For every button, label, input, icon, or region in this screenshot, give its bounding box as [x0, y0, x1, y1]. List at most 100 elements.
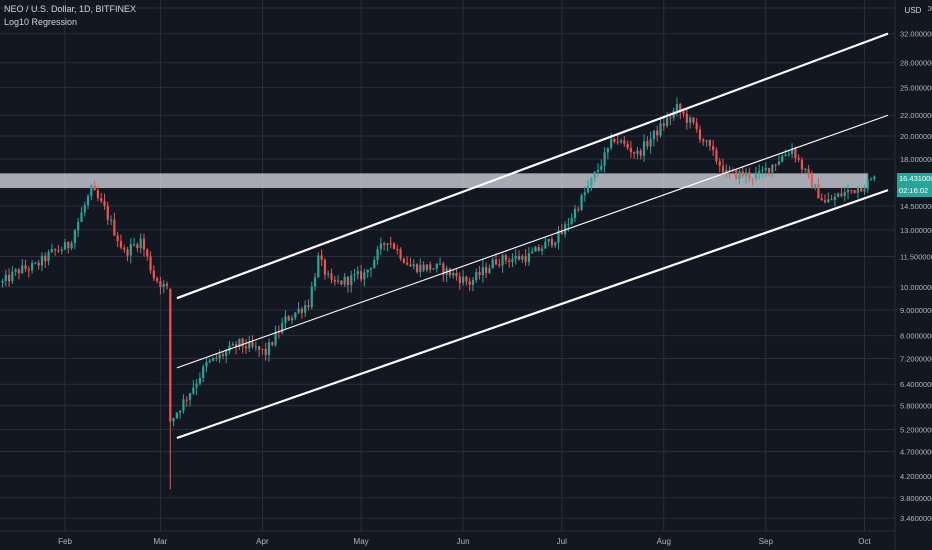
- candle-body: [448, 268, 452, 276]
- candle-body: [679, 104, 682, 112]
- candle-body: [310, 286, 313, 308]
- candle-body: [860, 187, 863, 192]
- candle-body: [774, 164, 777, 166]
- candle-body: [40, 255, 44, 266]
- time-tick-label: Mar: [154, 537, 168, 546]
- price-tick-label: 5.80000000: [900, 402, 932, 411]
- candle-body: [323, 259, 327, 275]
- price-tick-label: 11.50000000: [900, 253, 932, 262]
- candle-body: [534, 247, 537, 252]
- candle-body: [221, 354, 225, 357]
- candle-body: [228, 345, 231, 352]
- candle-body: [712, 145, 715, 150]
- candle-body: [406, 262, 409, 265]
- candle-body: [383, 243, 386, 245]
- indicator-label[interactable]: Log10 Regression: [4, 17, 78, 27]
- candle-body: [106, 205, 109, 220]
- time-tick-label: Sep: [759, 537, 774, 546]
- candle-body: [11, 271, 14, 282]
- candle-body: [70, 242, 73, 249]
- price-tick-label: 4.70000000: [900, 447, 932, 456]
- candle-body: [761, 170, 764, 172]
- candle-body: [182, 399, 185, 411]
- price-tick-label: 14.50000000: [900, 202, 932, 211]
- candle-body: [708, 140, 711, 146]
- candle-body: [590, 177, 593, 186]
- candle-body: [47, 252, 50, 262]
- candle-body: [659, 123, 662, 136]
- candle-body: [258, 346, 261, 350]
- candle-body: [205, 362, 208, 367]
- channel-upper-line: [176, 32, 889, 300]
- time-tick-label: Apr: [256, 537, 269, 546]
- candle-body: [524, 256, 527, 263]
- candle-body: [435, 263, 438, 269]
- price-tick-label: 5.20000000: [900, 425, 932, 434]
- candle-body: [162, 283, 165, 287]
- candle-body: [103, 201, 106, 206]
- candle-body: [718, 161, 721, 166]
- candle-body: [54, 249, 57, 251]
- candle-body: [24, 265, 27, 269]
- candle-body: [695, 122, 698, 130]
- candle-body: [462, 276, 465, 284]
- candle-body: [458, 276, 461, 284]
- candle-body: [113, 219, 116, 236]
- candle-body: [57, 250, 60, 252]
- candle-body: [251, 341, 254, 347]
- channel-lower-line: [176, 189, 889, 440]
- candle-body: [823, 200, 827, 203]
- candle-body: [685, 113, 688, 123]
- candle-body: [192, 387, 195, 394]
- candle-body: [133, 244, 136, 246]
- time-tick-label: Jun: [457, 537, 470, 546]
- channel-middle-line: [176, 114, 889, 369]
- candle-body: [557, 230, 560, 243]
- candle-body: [616, 141, 619, 143]
- candle-body: [646, 141, 649, 147]
- candle-body: [274, 331, 277, 345]
- candle-body: [794, 148, 797, 159]
- candle-body: [531, 251, 534, 254]
- candle-body: [521, 256, 524, 260]
- candle-body: [198, 378, 201, 384]
- candle-body: [67, 242, 70, 249]
- candle-body: [682, 111, 685, 114]
- candle-body: [771, 164, 774, 173]
- candle-body: [843, 192, 846, 197]
- candle-body: [863, 188, 866, 192]
- candle-body: [491, 259, 494, 269]
- candle-body: [146, 249, 149, 257]
- price-tick-label: 20.00000000: [900, 132, 932, 141]
- price-tick-label: 22.00000000: [900, 111, 932, 120]
- candle-body: [290, 317, 294, 321]
- candle-body: [791, 148, 794, 155]
- candle-body: [504, 255, 507, 261]
- candle-body: [550, 238, 554, 246]
- candle-body: [866, 180, 869, 189]
- candle-body: [438, 263, 442, 265]
- candle-body: [109, 219, 113, 221]
- candle-body: [7, 274, 11, 282]
- price-tick-label: 3.80000000: [900, 494, 932, 503]
- candle-body: [14, 269, 17, 272]
- candle-body: [656, 130, 659, 136]
- candle-body: [100, 198, 103, 202]
- candle-body: [787, 154, 790, 156]
- time-tick-label: Aug: [657, 537, 671, 546]
- candle-body: [336, 280, 340, 282]
- candle-body: [333, 279, 336, 282]
- candle-body: [547, 238, 550, 242]
- candle-body: [179, 410, 182, 413]
- candle-body: [583, 192, 586, 196]
- candle-body: [264, 348, 267, 355]
- candle-body: [215, 357, 218, 359]
- currency-button[interactable]: USD: [898, 4, 928, 18]
- symbol-title: NEO / U.S. Dollar, 1D, BITFINEX: [4, 4, 137, 14]
- candle-body: [254, 346, 257, 348]
- candle-body: [307, 305, 310, 308]
- candle-body: [327, 273, 330, 275]
- bar-countdown-tag: 02:16:02: [897, 184, 932, 197]
- candle-body: [613, 138, 616, 142]
